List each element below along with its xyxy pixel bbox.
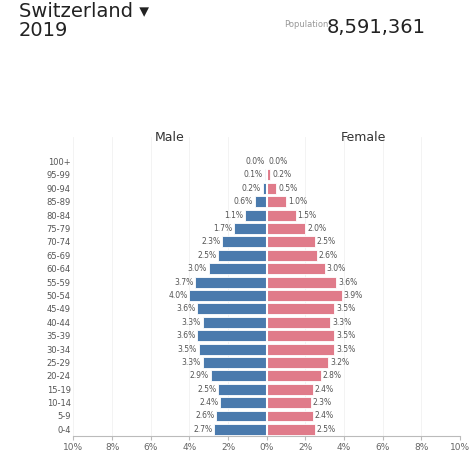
Text: 2.9%: 2.9%: [190, 371, 209, 380]
Text: 1.1%: 1.1%: [225, 210, 244, 219]
Text: 3.3%: 3.3%: [182, 358, 201, 367]
Bar: [220, 397, 266, 408]
Bar: [266, 183, 276, 194]
Bar: [266, 344, 334, 355]
Bar: [199, 344, 266, 355]
Text: 0.0%: 0.0%: [269, 157, 288, 166]
Text: 2.6%: 2.6%: [319, 251, 338, 260]
Bar: [266, 410, 313, 421]
Text: 3.6%: 3.6%: [176, 304, 195, 313]
Text: 8,591,361: 8,591,361: [327, 18, 426, 36]
Bar: [197, 303, 266, 314]
Bar: [266, 384, 313, 395]
Text: 2.5%: 2.5%: [317, 425, 336, 434]
Text: 0.2%: 0.2%: [273, 171, 292, 180]
Bar: [246, 210, 266, 220]
Bar: [197, 330, 266, 341]
Text: 2.4%: 2.4%: [199, 398, 219, 407]
Text: 3.5%: 3.5%: [336, 345, 356, 354]
Bar: [217, 410, 266, 421]
Text: 1.5%: 1.5%: [298, 210, 317, 219]
Bar: [266, 277, 336, 288]
Text: 3.5%: 3.5%: [336, 304, 356, 313]
Bar: [266, 397, 311, 408]
Text: 0.1%: 0.1%: [244, 171, 263, 180]
Bar: [255, 196, 266, 207]
Text: 2.5%: 2.5%: [197, 385, 217, 394]
Bar: [266, 303, 334, 314]
Bar: [266, 317, 330, 328]
Text: 0.0%: 0.0%: [246, 157, 264, 166]
Bar: [266, 210, 296, 220]
Text: 2.8%: 2.8%: [323, 371, 342, 380]
Bar: [266, 263, 325, 274]
Text: 2.3%: 2.3%: [313, 398, 332, 407]
Text: Switzerland ▾: Switzerland ▾: [19, 2, 149, 21]
Text: 0.5%: 0.5%: [278, 184, 298, 193]
Bar: [219, 250, 266, 261]
Text: Population:: Population:: [284, 20, 331, 29]
Text: 3.5%: 3.5%: [336, 331, 356, 340]
Text: 2.6%: 2.6%: [195, 411, 214, 420]
Text: Female: Female: [340, 131, 386, 144]
Bar: [195, 277, 266, 288]
Text: 0.6%: 0.6%: [234, 197, 253, 206]
Text: Male: Male: [155, 131, 185, 144]
Bar: [234, 223, 266, 234]
Bar: [214, 424, 266, 435]
Bar: [203, 317, 266, 328]
Bar: [266, 250, 317, 261]
Bar: [263, 183, 266, 194]
Bar: [222, 237, 266, 247]
Bar: [264, 170, 266, 181]
Bar: [266, 196, 286, 207]
Text: 3.0%: 3.0%: [188, 264, 207, 273]
Text: 0.2%: 0.2%: [242, 184, 261, 193]
Text: 4.0%: 4.0%: [168, 291, 187, 300]
Bar: [266, 357, 328, 368]
Text: 3.7%: 3.7%: [174, 278, 193, 287]
Text: 2.0%: 2.0%: [307, 224, 326, 233]
Bar: [209, 263, 266, 274]
Bar: [266, 170, 271, 181]
Bar: [266, 290, 342, 301]
Bar: [210, 370, 266, 381]
Text: 2.5%: 2.5%: [317, 237, 336, 246]
Text: 1.7%: 1.7%: [213, 224, 232, 233]
Text: 3.6%: 3.6%: [176, 331, 195, 340]
Text: 3.0%: 3.0%: [327, 264, 346, 273]
Text: 3.9%: 3.9%: [344, 291, 363, 300]
Text: 3.3%: 3.3%: [182, 318, 201, 327]
Text: 3.2%: 3.2%: [330, 358, 349, 367]
Bar: [203, 357, 266, 368]
Text: 2.5%: 2.5%: [197, 251, 217, 260]
Text: 2.3%: 2.3%: [201, 237, 220, 246]
Bar: [189, 290, 266, 301]
Text: 2.4%: 2.4%: [315, 411, 334, 420]
Bar: [266, 237, 315, 247]
Text: 2.7%: 2.7%: [193, 425, 212, 434]
Text: 1.0%: 1.0%: [288, 197, 307, 206]
Text: 3.6%: 3.6%: [338, 278, 357, 287]
Text: 2019: 2019: [19, 21, 68, 40]
Bar: [266, 370, 321, 381]
Bar: [266, 223, 305, 234]
Bar: [266, 330, 334, 341]
Text: 2.4%: 2.4%: [315, 385, 334, 394]
Text: 3.5%: 3.5%: [178, 345, 197, 354]
Text: 3.3%: 3.3%: [332, 318, 352, 327]
Bar: [266, 424, 315, 435]
Bar: [219, 384, 266, 395]
